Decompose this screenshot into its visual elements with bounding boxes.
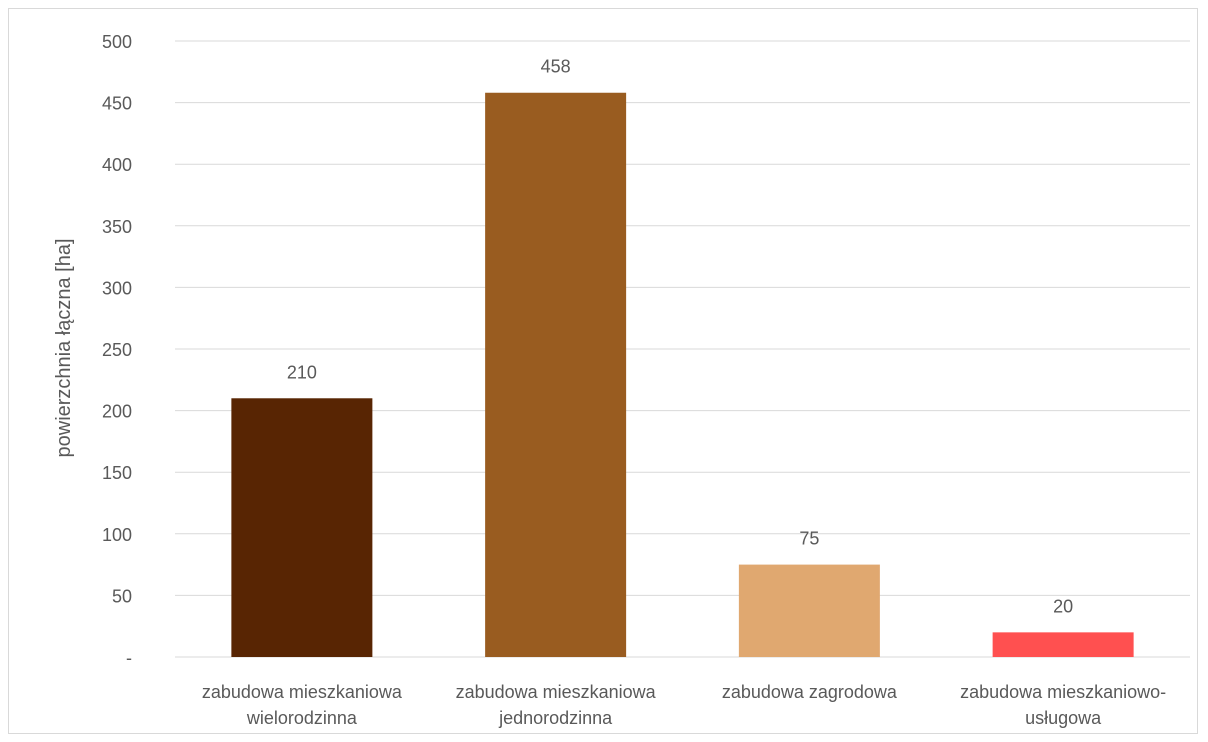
bars	[231, 92, 1134, 657]
x-tick-label: zabudowa zagrodowa	[722, 682, 898, 702]
data-label: 210	[287, 362, 317, 382]
y-tick-label: 450	[102, 94, 132, 114]
data-label: 20	[1053, 596, 1073, 616]
x-tick-label: zabudowa mieszkaniowa	[456, 682, 657, 702]
y-tick-label: -	[126, 648, 132, 668]
bar	[231, 398, 373, 657]
x-tick-label: zabudowa mieszkaniowa	[202, 682, 403, 702]
y-tick-label: 200	[102, 402, 132, 422]
data-label: 458	[541, 57, 571, 77]
bar	[485, 92, 627, 657]
bar	[992, 632, 1134, 657]
bar	[738, 564, 880, 657]
y-tick-label: 350	[102, 217, 132, 237]
y-tick-labels: - 50 100 150 200 250 300 350 400 450 500	[102, 32, 132, 668]
x-tick-label: usługowa	[1025, 708, 1102, 728]
y-tick-label: 300	[102, 278, 132, 298]
x-tick-label: wielorodzinna	[246, 708, 358, 728]
y-tick-label: 50	[112, 586, 132, 606]
data-labels: 210 458 75 20	[287, 57, 1073, 617]
data-label: 75	[799, 529, 819, 549]
x-tick-labels: zabudowa mieszkaniowa wielorodzinna zabudo…	[202, 682, 1166, 728]
y-tick-label: 500	[102, 32, 132, 52]
x-tick-label: zabudowa mieszkaniowo-	[960, 682, 1166, 702]
x-tick-label: jednorodzinna	[498, 708, 613, 728]
y-tick-label: 250	[102, 340, 132, 360]
y-axis-label: powierzchnia łączna [ha]	[53, 238, 75, 457]
y-tick-label: 100	[102, 525, 132, 545]
y-tick-label: 150	[102, 463, 132, 483]
y-tick-label: 400	[102, 155, 132, 175]
